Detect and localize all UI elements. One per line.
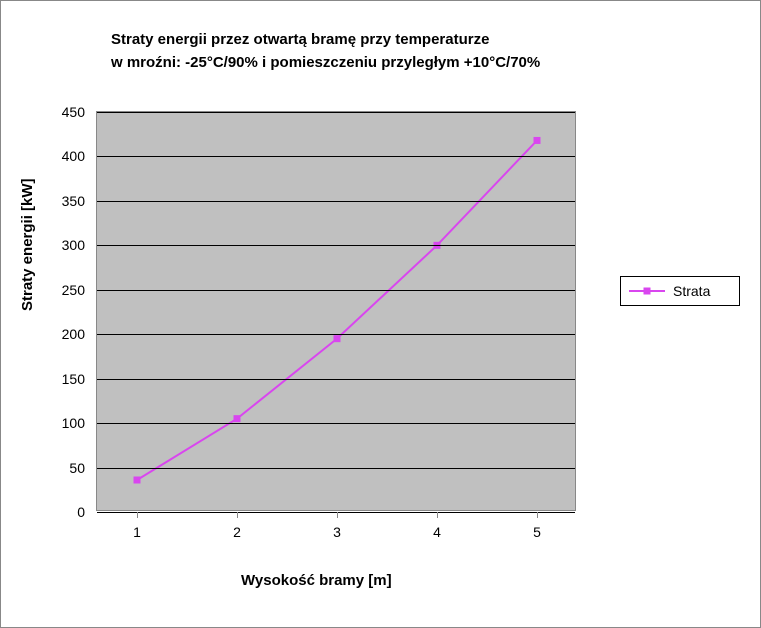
gridline-h [97,423,575,424]
plot-area: 05010015020025030035040045012345 [96,111,576,511]
x-tick-label: 5 [533,524,541,540]
y-tick-label: 50 [45,460,85,476]
x-tick [537,512,538,518]
y-tick-label: 250 [45,282,85,298]
y-axis-label: Straty energii [kW] [19,178,36,311]
series-marker-icon [534,137,541,144]
y-tick-label: 450 [45,104,85,120]
gridline-h [97,245,575,246]
title-line-2: w mroźni: -25°C/90% i pomieszczeniu przy… [111,54,540,71]
y-tick-label: 0 [45,504,85,520]
legend-marker-icon [644,288,651,295]
y-tick-label: 300 [45,237,85,253]
line-series-svg [97,112,575,510]
x-tick-label: 3 [333,524,341,540]
y-tick-label: 150 [45,371,85,387]
gridline-h [97,379,575,380]
title-line-1: Straty energii przez otwartą bramę przy … [111,31,489,48]
gridline-h [97,468,575,469]
series-marker-icon [134,477,141,484]
y-tick-label: 200 [45,326,85,342]
legend-line-sample [629,290,665,292]
series-line [137,140,537,480]
chart-container: Straty energii przez otwartą bramę przy … [0,0,761,628]
gridline-h [97,290,575,291]
gridline-h [97,156,575,157]
y-tick-label: 100 [45,415,85,431]
series-marker-icon [234,415,241,422]
gridline-h [97,112,575,113]
x-tick [137,512,138,518]
x-axis-label: Wysokość bramy [m] [241,572,392,589]
x-tick-label: 2 [233,524,241,540]
chart-title: Straty energii przez otwartą bramę przy … [111,29,631,74]
gridline-h [97,334,575,335]
gridline-h [97,512,575,513]
legend-label: Strata [673,283,710,299]
y-tick-label: 350 [45,193,85,209]
x-tick-label: 1 [133,524,141,540]
y-tick-label: 400 [45,148,85,164]
series-marker-icon [334,335,341,342]
gridline-h [97,201,575,202]
legend: Strata [620,276,740,306]
x-tick [437,512,438,518]
x-tick [337,512,338,518]
x-tick-label: 4 [433,524,441,540]
x-tick [237,512,238,518]
